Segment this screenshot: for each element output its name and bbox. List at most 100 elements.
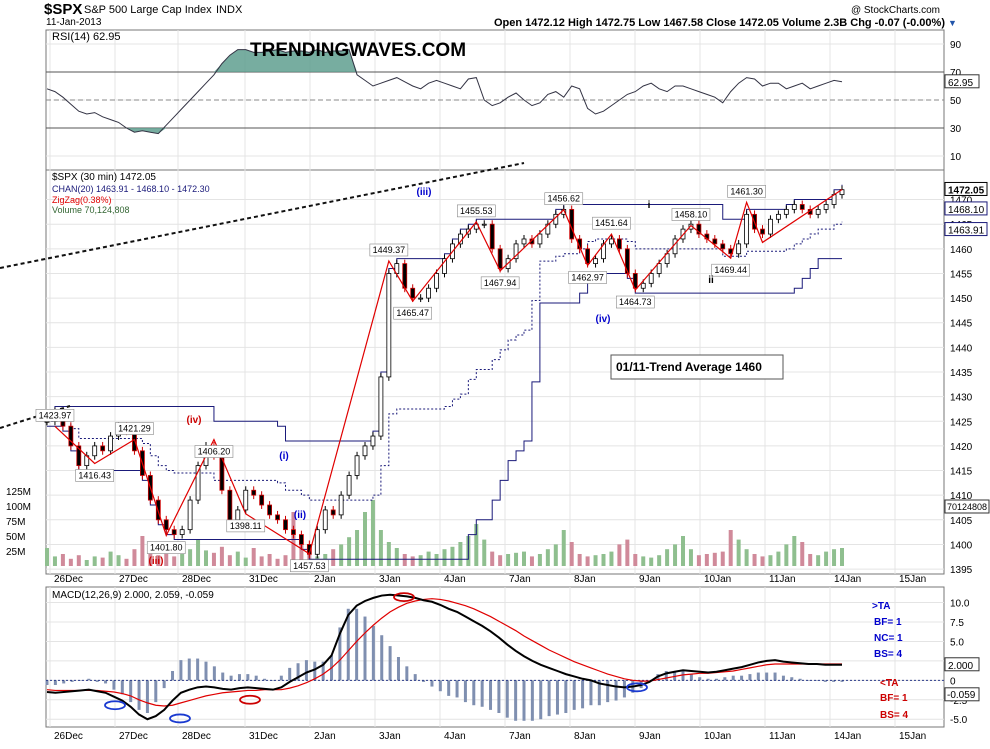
x-tick-label: 15Jan (899, 731, 926, 742)
volume-bar (339, 544, 344, 566)
pivot-label: 1457.53 (293, 561, 326, 571)
pivot-label: 1467.94 (484, 278, 517, 288)
volume-bar (418, 555, 423, 566)
volume-bar (108, 551, 113, 566)
volume-bar (347, 537, 352, 566)
macd-histogram-bar (597, 680, 601, 706)
volume-bar (720, 551, 725, 566)
price-tick-label: 1460 (950, 245, 973, 256)
price-tick-label: 1440 (950, 343, 973, 354)
macd-histogram-bar (547, 680, 551, 717)
price-bar-body (243, 489, 249, 511)
axes: 26Dec 27Dec 28Dec 31Dec 2Jan 3Jan 4Jan 7Jan 8Jan… (6, 40, 990, 742)
macd-histogram-bar (145, 680, 149, 713)
volume-bar (211, 552, 216, 566)
price-bar-body (386, 273, 392, 378)
volume-bar (665, 549, 670, 566)
pivot-label: 1456.62 (547, 194, 580, 204)
macd-histogram-bar (62, 680, 66, 684)
macd-histogram-bar (388, 646, 392, 681)
volume-bar (378, 530, 383, 566)
macd-histogram-bar (815, 680, 819, 681)
volume-bar (800, 542, 805, 566)
macd-histogram-bar (196, 658, 200, 681)
rsi-series (46, 49, 843, 135)
pivot-label-box (480, 276, 520, 290)
symbol: $SPX (44, 1, 82, 18)
price-bar-body (418, 297, 424, 300)
volume-bar (537, 554, 542, 566)
macd-histogram-bar (179, 660, 183, 681)
macd-histogram-bar (614, 680, 618, 701)
pivot-label: 1416.43 (78, 470, 111, 480)
volume-bar (633, 554, 638, 566)
x-tick-label: 8Jan (574, 731, 596, 742)
volume-bar (752, 554, 757, 566)
price-bar-body (593, 258, 598, 265)
volume-tick-label: 125M (6, 487, 31, 498)
x-tick-label: 11Jan (769, 731, 796, 742)
macd-histogram-bar (723, 677, 727, 681)
price-bar-body (481, 223, 487, 226)
volume-bar (736, 539, 741, 566)
macd-histogram-bar (380, 635, 384, 681)
macd-histogram-bar (606, 680, 610, 703)
price-tick-label: 1420 (950, 442, 973, 453)
volume-bar (140, 536, 145, 566)
macd-histogram-bar (204, 661, 208, 681)
x-tick-label: 26Dec (54, 574, 83, 585)
volume-bar (506, 554, 511, 566)
macd-histogram-bar (497, 680, 501, 713)
volume-bar (172, 556, 177, 566)
volume-bar (52, 556, 57, 566)
volume-bar (617, 544, 622, 566)
macd-histogram-bar (271, 680, 275, 681)
pivot-label-box (592, 216, 631, 230)
price-bar-body (362, 445, 368, 457)
macd-tick-label: 10.0 (950, 599, 970, 610)
price-bar-body (291, 529, 296, 535)
volume-bar (712, 552, 717, 566)
volume-bar (363, 512, 367, 566)
rsi-value-label: 62.95 (948, 78, 973, 89)
volume-bar (76, 555, 81, 566)
trendline-upper (0, 162, 525, 269)
ta-down: <TA (880, 678, 898, 689)
copyright: @ StockCharts.com (851, 5, 940, 16)
price-bar-body (720, 243, 726, 250)
dropdown-icon[interactable]: ▼ (948, 18, 957, 28)
x-tick-label: 4Jan (444, 574, 466, 585)
x-tick-label: 3Jan (379, 574, 401, 585)
x-tick-label: 2Jan (314, 574, 336, 585)
price-bar-body (736, 243, 742, 255)
pivot-label: 1451.64 (595, 218, 628, 228)
x-tick-label: 26Dec (54, 731, 83, 742)
macd-histogram-bar (673, 671, 677, 681)
macd-title: MACD(12,26,9) 2.000, 2.059, -0.059 (52, 590, 214, 601)
pivot-label: 1461.30 (730, 186, 763, 196)
macd-histogram-bar (396, 657, 400, 681)
price-bar-body (497, 248, 503, 269)
price-bar-body (513, 243, 519, 260)
macd-histogram-bar (455, 680, 459, 698)
volume-bar (609, 551, 614, 566)
volume-bar (434, 554, 439, 566)
price-bar-body (346, 475, 352, 496)
x-tick-label: 28Dec (182, 574, 211, 585)
volume-bar (625, 539, 630, 566)
volume-bar (760, 556, 765, 566)
volume-bar (561, 530, 566, 566)
hist-value-box (944, 687, 980, 702)
macd-cross-marker (393, 592, 415, 603)
volume-bar (267, 554, 272, 566)
volume-bar (553, 544, 558, 566)
price-bar-body (609, 238, 614, 245)
volume-bar (458, 542, 463, 566)
volume-bar (84, 560, 89, 566)
volume-bar (355, 530, 360, 566)
price-bar-body (760, 228, 765, 235)
macd-histogram-bar (589, 680, 593, 706)
volume-bar (696, 555, 701, 566)
x-tick-label: 11Jan (769, 574, 796, 585)
macd-histogram-bar (129, 680, 133, 703)
